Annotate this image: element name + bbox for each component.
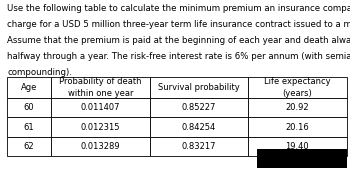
Text: 0.84254: 0.84254 [182,123,216,132]
Bar [51,117,149,137]
Text: 0.011407: 0.011407 [80,103,120,112]
Text: 61: 61 [24,123,34,132]
Text: 60: 60 [24,103,34,112]
Bar [248,117,346,137]
Bar [149,137,248,156]
Text: 0.85227: 0.85227 [182,103,216,112]
Bar [51,137,149,156]
Text: 62: 62 [24,142,34,151]
Text: 0.83217: 0.83217 [182,142,216,151]
Bar [7,77,51,98]
Bar [51,98,149,117]
Text: charge for a USD 5 million three-year term life insurance contract issued to a m: charge for a USD 5 million three-year te… [7,20,350,29]
Text: 0.012315: 0.012315 [80,123,120,132]
Bar [7,137,51,156]
Bar [7,98,51,117]
Text: 0.013289: 0.013289 [80,142,120,151]
Text: compounding).: compounding). [7,67,72,76]
Text: Use the following table to calculate the minimum premium an insurance company sh: Use the following table to calculate the… [7,4,350,13]
Text: 20.92: 20.92 [286,103,309,112]
Text: Life expectancy
(years): Life expectancy (years) [264,78,331,98]
Bar [149,117,248,137]
Bar [7,117,51,137]
Text: Age: Age [21,83,37,92]
Text: Probability of death
within one year: Probability of death within one year [59,78,142,98]
Text: Survival probability: Survival probability [158,83,240,92]
Bar [248,98,346,117]
Bar [248,137,346,156]
Text: Assume that the premium is paid at the beginning of each year and death always t: Assume that the premium is paid at the b… [7,36,350,45]
Bar [149,77,248,98]
Bar [51,77,149,98]
Text: halfway through a year. The risk-free interest rate is 6% per annum (with semian: halfway through a year. The risk-free in… [7,52,350,61]
Text: 20.16: 20.16 [285,123,309,132]
Bar [248,77,346,98]
Bar [149,98,248,117]
Text: 19.40: 19.40 [286,142,309,151]
Bar [257,149,346,168]
